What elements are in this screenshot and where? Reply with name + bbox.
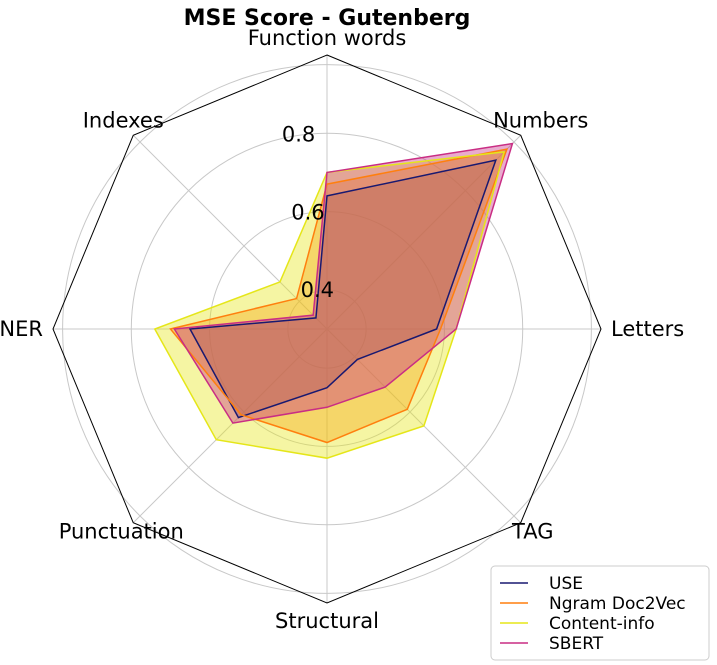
spoke-indexes <box>132 134 328 330</box>
radar-axis-labels: Function words Numbers Letters TAG Structura… <box>0 26 684 633</box>
chart-title: MSE Score - Gutenberg <box>184 6 471 31</box>
axis-label-tag: TAG <box>511 520 553 544</box>
axis-label-letters: Letters <box>611 317 684 341</box>
axis-label-structural: Structural <box>275 609 379 633</box>
tick-label-0-4: 0.4 <box>301 278 334 302</box>
legend-label-sbert: SBERT <box>549 634 604 654</box>
legend-box <box>490 565 710 661</box>
series-line-use <box>188 159 497 419</box>
series-fill-ngram-doc2vec <box>170 149 507 443</box>
axis-label-ner: NER <box>0 317 43 341</box>
radar-grid <box>52 54 602 604</box>
radar-series <box>153 142 514 459</box>
legend-label-ngram-doc2vec: Ngram Doc2Vec <box>549 594 686 614</box>
series-fill-sbert <box>174 143 513 424</box>
axis-label-indexes: Indexes <box>83 108 164 132</box>
legend-label-content-info: Content-info <box>549 614 655 634</box>
spoke-numbers <box>326 134 522 330</box>
axis-label-punctuation: Punctuation <box>59 520 184 544</box>
series-fill-use <box>190 160 496 418</box>
spoke-punctuation <box>132 328 328 524</box>
tick-label-0-8: 0.8 <box>282 123 315 147</box>
series-fill-content-info <box>154 151 505 459</box>
radar-tick-labels: 0.4 0.6 0.8 <box>282 123 334 302</box>
axis-label-numbers: Numbers <box>493 108 588 132</box>
tick-label-0-6: 0.6 <box>291 200 324 224</box>
legend-label-use: USE <box>549 574 583 594</box>
radar-frame <box>52 54 602 604</box>
series-line-ngram-doc2vec <box>169 148 509 444</box>
series-line-content-info <box>153 150 506 459</box>
series-line-sbert <box>173 142 514 424</box>
axis-label-function-words: Function words <box>248 26 407 50</box>
